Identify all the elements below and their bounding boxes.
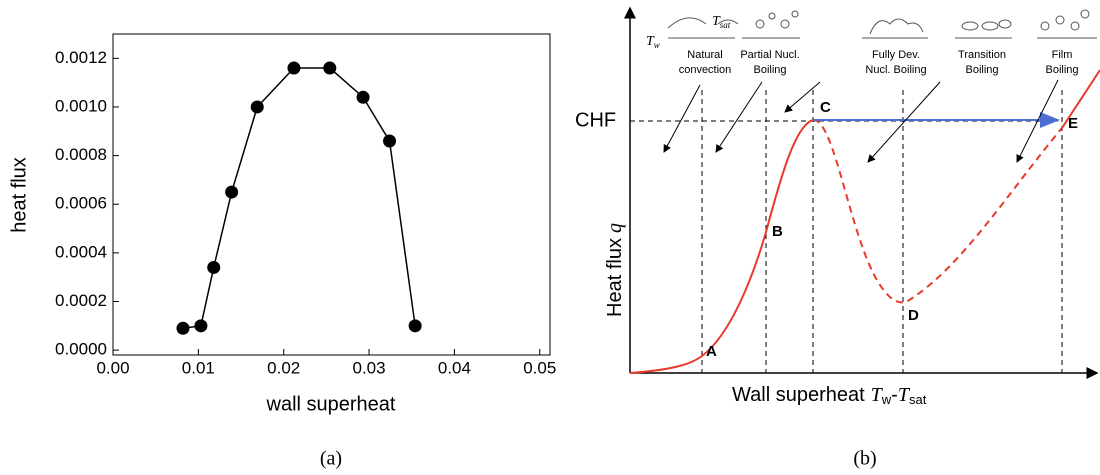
subscript: sat: [909, 392, 927, 407]
regime-label: Boiling: [965, 64, 998, 76]
y-tick-label: 0.0012: [55, 48, 107, 67]
chf-label: CHF: [575, 109, 616, 131]
regime-label: Boiling: [753, 64, 786, 76]
subscript: w: [654, 40, 660, 50]
plot-a: 0.00 0.01 0.02 0.03 0.04 0.05 0.0000 0.0002 0.00…: [55, 33, 556, 377]
subscript: w: [881, 392, 892, 407]
data-point: [287, 61, 301, 75]
data-point: [194, 319, 208, 333]
y-axis-label: heat flux: [8, 157, 30, 233]
regime-labels: Natural convection Partial Nucl. Boiling Ful…: [679, 49, 1079, 76]
data-point: [207, 260, 221, 274]
y-axis-label: Heat flux q: [604, 223, 627, 317]
symbol: T: [898, 384, 911, 406]
x-tick-label: 0.05: [523, 358, 556, 377]
caption: (b): [853, 448, 876, 470]
regime-label: Fully Dev.: [872, 49, 920, 61]
y-tick-label: 0.0000: [55, 340, 107, 359]
dash: -: [891, 384, 898, 406]
y-tick-label: 0.0008: [55, 145, 107, 164]
x-tick-label: 0.00: [96, 358, 129, 377]
point-label: A: [706, 343, 717, 360]
caption: (a): [320, 448, 342, 470]
symbol: q: [604, 223, 626, 233]
x-tick-label: 0.04: [438, 358, 471, 377]
point-label: D: [908, 307, 919, 324]
x-tick-label: 0.03: [353, 358, 386, 377]
point-label: C: [820, 99, 831, 116]
regime-label: Natural: [687, 49, 722, 61]
x-axis-label: wall superheat: [266, 393, 396, 415]
x-axis-label: Wall superheat Tw-Tsat: [732, 384, 927, 408]
data-point: [356, 90, 370, 104]
regime-label: Nucl. Boiling: [865, 64, 926, 76]
data-point: [383, 134, 397, 148]
regime-label: Transition: [958, 49, 1006, 61]
regime-label: Film: [1052, 49, 1073, 61]
plot-frame: [112, 33, 551, 356]
schematic-b: [624, 6, 1100, 379]
regime-label: Boiling: [1045, 64, 1078, 76]
point-label: B: [772, 223, 783, 240]
y-tick-label: 0.0006: [55, 194, 107, 213]
regime-label: convection: [679, 64, 732, 76]
data-point: [225, 185, 239, 199]
x-tick-label: 0.02: [267, 358, 300, 377]
y-tick-label: 0.0004: [55, 242, 107, 261]
label-text: Heat flux: [604, 238, 626, 317]
y-tick-label: 0.0010: [55, 96, 107, 115]
symbol: T: [646, 34, 655, 49]
wall-hatching: [667, 9, 1097, 39]
data-point: [176, 321, 190, 335]
y-tick-label: 0.0002: [55, 291, 107, 310]
symbol: T: [712, 14, 721, 29]
regime-label: Partial Nucl.: [740, 49, 799, 61]
data-point: [408, 319, 422, 333]
regime-arrows: [663, 79, 1059, 163]
x-tick-label: 0.01: [182, 358, 215, 377]
data-point: [323, 61, 337, 75]
sat-temp-label: Tsat: [712, 14, 731, 30]
boiling-curve: [629, 119, 814, 374]
film-curve: [1061, 69, 1100, 129]
symbol: T: [871, 384, 884, 406]
subscript: sat: [720, 20, 731, 30]
point-label: E: [1068, 115, 1078, 132]
wall-temp-label: Tw: [646, 34, 660, 50]
label-text: Wall superheat: [732, 384, 865, 406]
dashed-guides: [630, 90, 1063, 373]
data-line: [182, 67, 416, 329]
data-point: [250, 100, 264, 114]
